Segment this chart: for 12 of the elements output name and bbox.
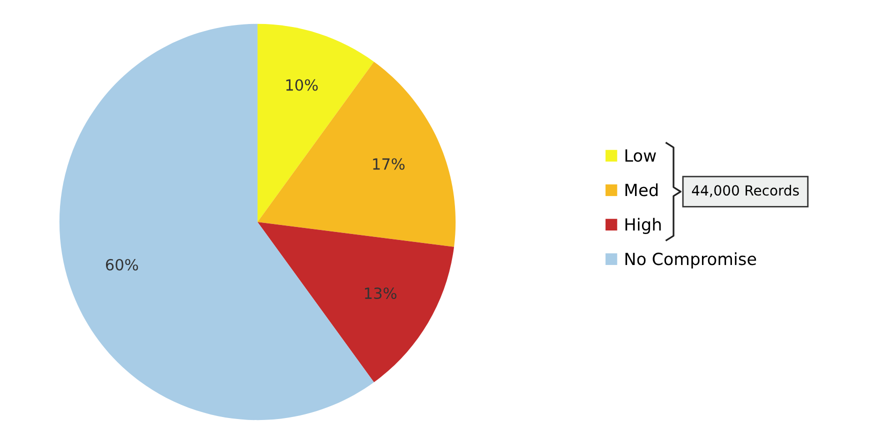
data-label: 17% <box>373 158 405 170</box>
text: 44,000 Records <box>692 184 799 198</box>
pie-slice <box>258 62 456 247</box>
data-label: 10% <box>286 79 318 91</box>
data-label: 60% <box>106 258 138 271</box>
legend-label: High <box>625 218 661 234</box>
pie-slice <box>258 24 374 222</box>
pie-slice <box>258 222 454 382</box>
legend-label: Med <box>625 183 658 196</box>
legend-label: No Compromise <box>625 252 756 268</box>
legend-label: Low <box>625 149 656 162</box>
data-label: 13% <box>364 287 396 300</box>
